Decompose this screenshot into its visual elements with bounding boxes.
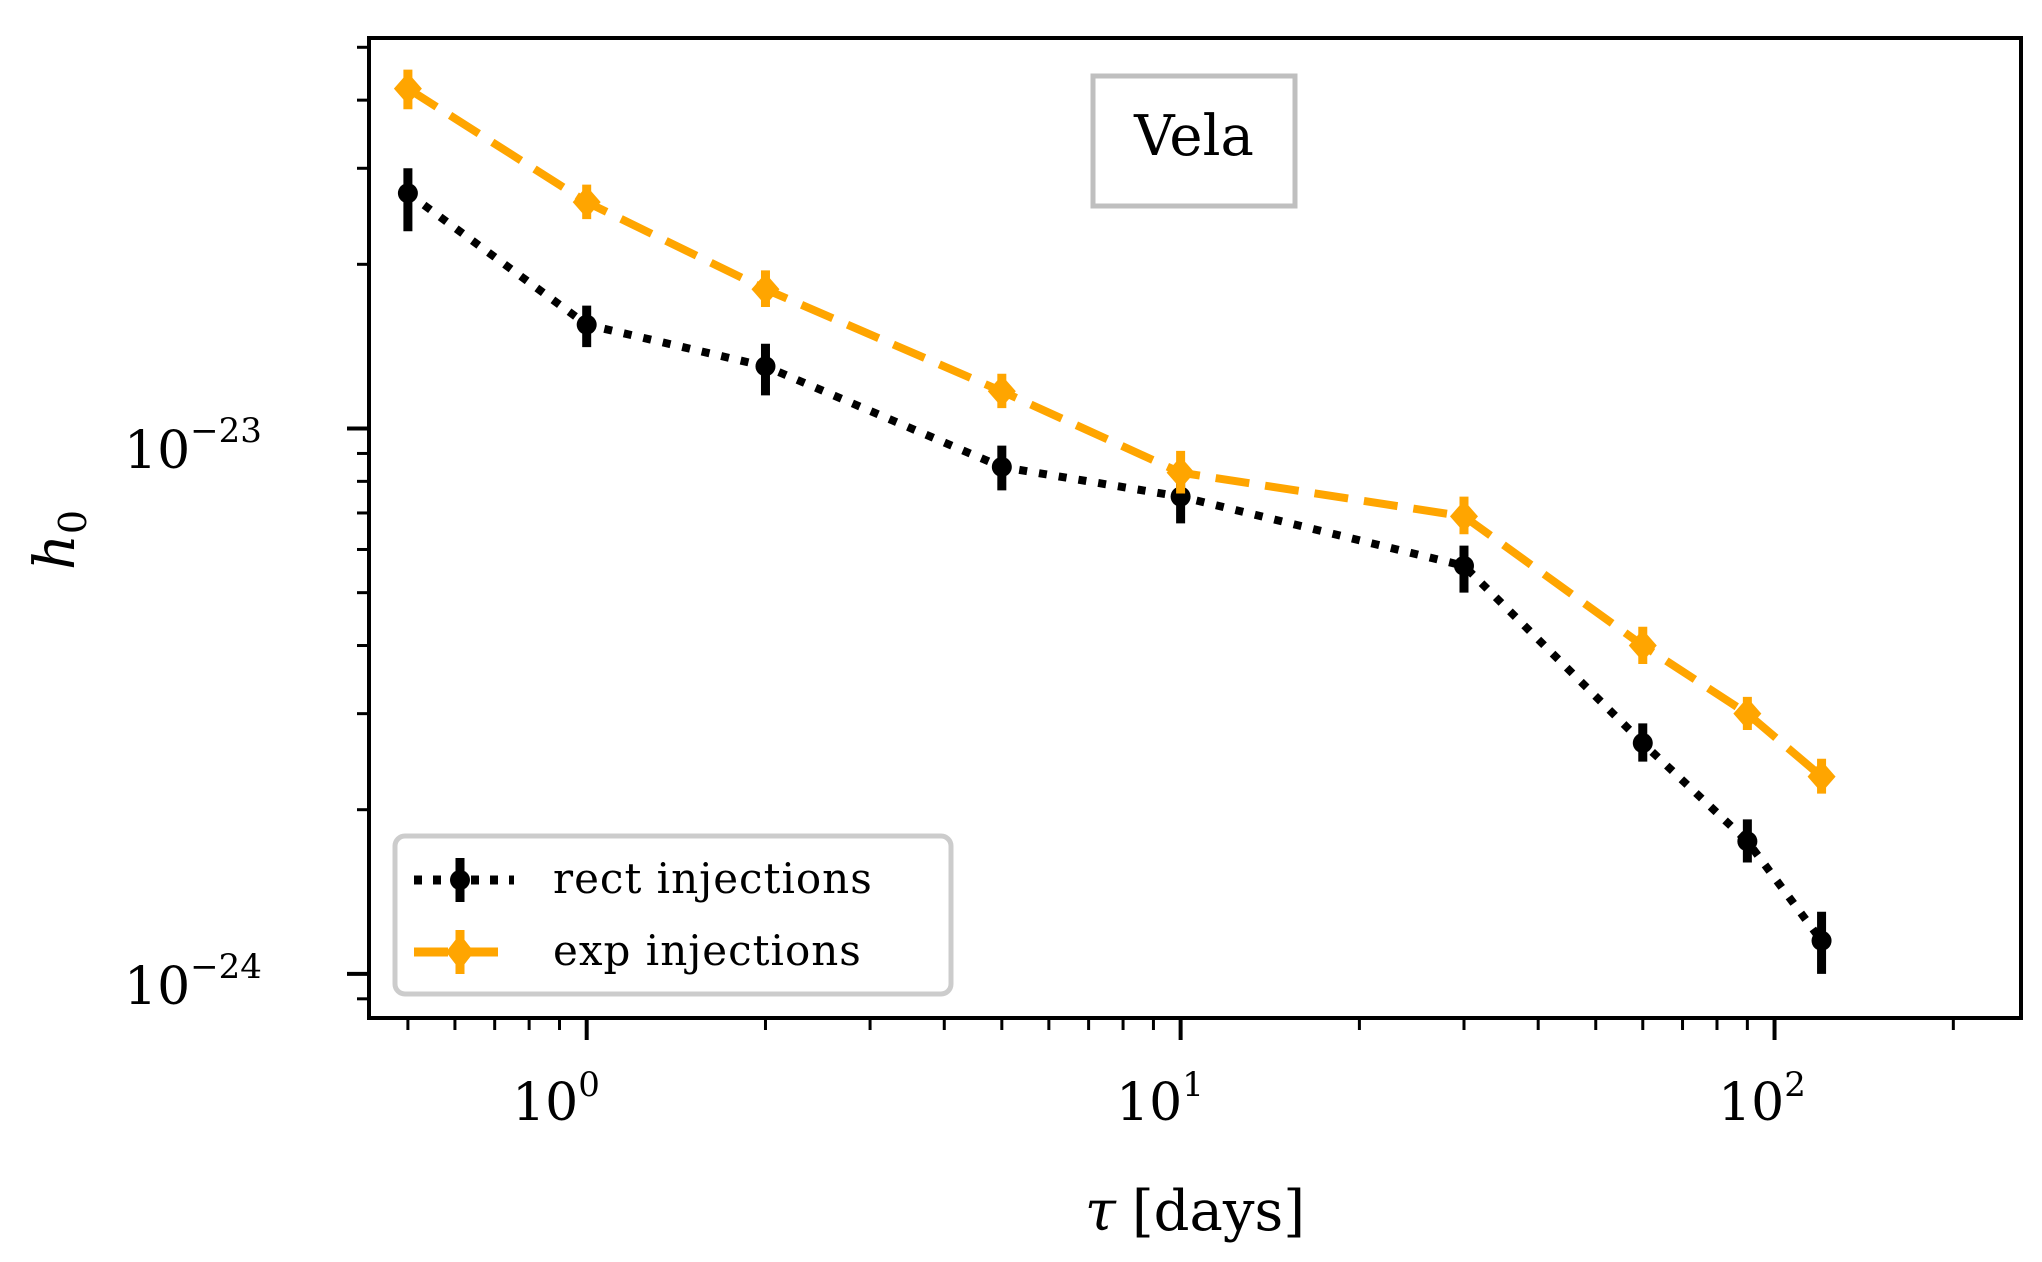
data-point [1449,500,1478,533]
y-tick-label: 10−23 [124,411,262,481]
data-point [987,375,1016,408]
series-0 [397,168,1832,974]
legend-entry-rect: rect injections [414,854,873,903]
data-point [576,314,597,335]
legend: rect injections exp injections [392,833,954,997]
data-point [572,186,601,219]
annotation-text: Vela [1133,104,1254,169]
x-tick-labels: 100 101 102 [512,1065,1806,1133]
y-tick-labels: 10−24 10−23 [124,411,262,1017]
x-axis-label: τ [days] [1085,1179,1305,1244]
x-tick-label: 102 [1718,1065,1806,1133]
axes-frame [367,36,2023,1020]
x-tick-label: 100 [512,1065,600,1133]
y-axis-label: h0 [23,510,95,570]
legend-label-exp: exp injections [553,926,862,975]
data-point [1733,697,1762,730]
data-point [1628,629,1657,662]
data-point [393,72,422,105]
data-point [751,273,780,306]
plot-area [393,69,1836,974]
x-tick-label: 101 [1116,1065,1204,1133]
data-point [1166,456,1195,489]
data-point [755,356,776,377]
data-point [991,456,1012,477]
data-point [1807,760,1836,793]
legend-box [392,833,954,997]
data-point [1737,831,1758,852]
data-point [397,183,418,204]
data-point [1811,930,1832,951]
data-point [1632,733,1653,754]
y-tick-label: 10−24 [124,947,262,1017]
series-1 [393,69,1836,794]
axis-ticks [347,45,1955,1040]
data-point [1453,555,1474,576]
data-point [1170,486,1191,507]
legend-label-rect: rect injections [553,854,873,903]
annotation-vela: Vela [1090,73,1298,209]
legend-entry-exp: exp injections [414,926,862,975]
